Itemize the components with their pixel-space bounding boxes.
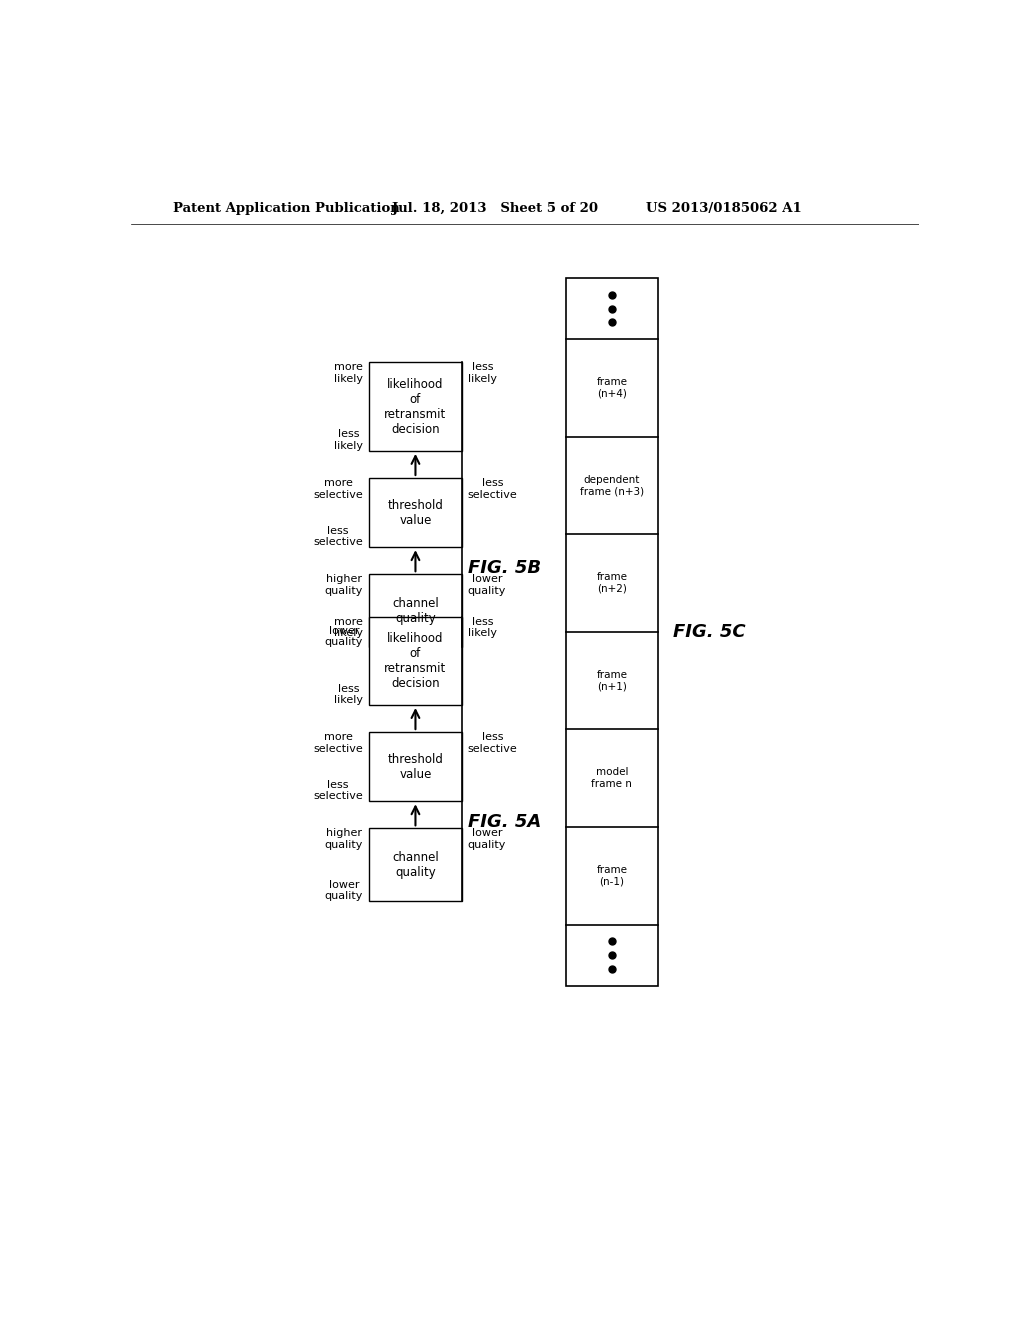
Text: likelihood
of
retransmit
decision: likelihood of retransmit decision [384, 378, 446, 436]
Bar [370, 616, 462, 705]
Text: more
selective: more selective [313, 478, 364, 499]
Text: threshold
value: threshold value [387, 752, 443, 780]
Text: more
likely: more likely [334, 363, 364, 384]
Text: higher
quality: higher quality [325, 574, 364, 595]
Text: US 2013/0185062 A1: US 2013/0185062 A1 [646, 202, 802, 215]
Text: dependent
frame (n+3): dependent frame (n+3) [580, 475, 644, 496]
Text: FIG. 5A: FIG. 5A [468, 813, 541, 830]
Text: less
selective: less selective [313, 780, 364, 801]
Bar [370, 733, 462, 801]
Text: threshold
value: threshold value [387, 499, 443, 527]
Bar [370, 829, 462, 902]
Text: frame
(n-1): frame (n-1) [596, 865, 628, 887]
Text: less
likely: less likely [334, 429, 364, 451]
Text: frame
(n+1): frame (n+1) [596, 671, 628, 692]
Bar [370, 363, 462, 451]
Text: less
likely: less likely [468, 616, 497, 638]
Text: model
frame n: model frame n [592, 767, 632, 789]
Text: channel
quality: channel quality [392, 597, 439, 624]
Text: less
likely: less likely [334, 684, 364, 705]
Bar [370, 478, 462, 548]
Text: lower
quality: lower quality [468, 829, 506, 850]
Text: Patent Application Publication: Patent Application Publication [173, 202, 399, 215]
Text: less
likely: less likely [468, 363, 497, 384]
Text: Jul. 18, 2013   Sheet 5 of 20: Jul. 18, 2013 Sheet 5 of 20 [392, 202, 598, 215]
Text: likelihood
of
retransmit
decision: likelihood of retransmit decision [384, 632, 446, 690]
Text: less
selective: less selective [468, 478, 517, 499]
Text: FIG. 5B: FIG. 5B [468, 558, 541, 577]
Text: channel
quality: channel quality [392, 851, 439, 879]
Text: lower
quality: lower quality [468, 574, 506, 595]
Text: higher
quality: higher quality [325, 829, 364, 850]
Bar [370, 574, 462, 647]
Text: less
selective: less selective [468, 733, 517, 754]
Text: more
selective: more selective [313, 733, 364, 754]
Text: frame
(n+2): frame (n+2) [596, 573, 628, 594]
Text: lower
quality: lower quality [325, 880, 364, 902]
Text: more
likely: more likely [334, 616, 364, 638]
Text: lower
quality: lower quality [325, 626, 364, 647]
Text: frame
(n+4): frame (n+4) [596, 378, 628, 399]
Text: FIG. 5C: FIG. 5C [674, 623, 746, 642]
Bar [565, 277, 658, 986]
Text: less
selective: less selective [313, 525, 364, 548]
